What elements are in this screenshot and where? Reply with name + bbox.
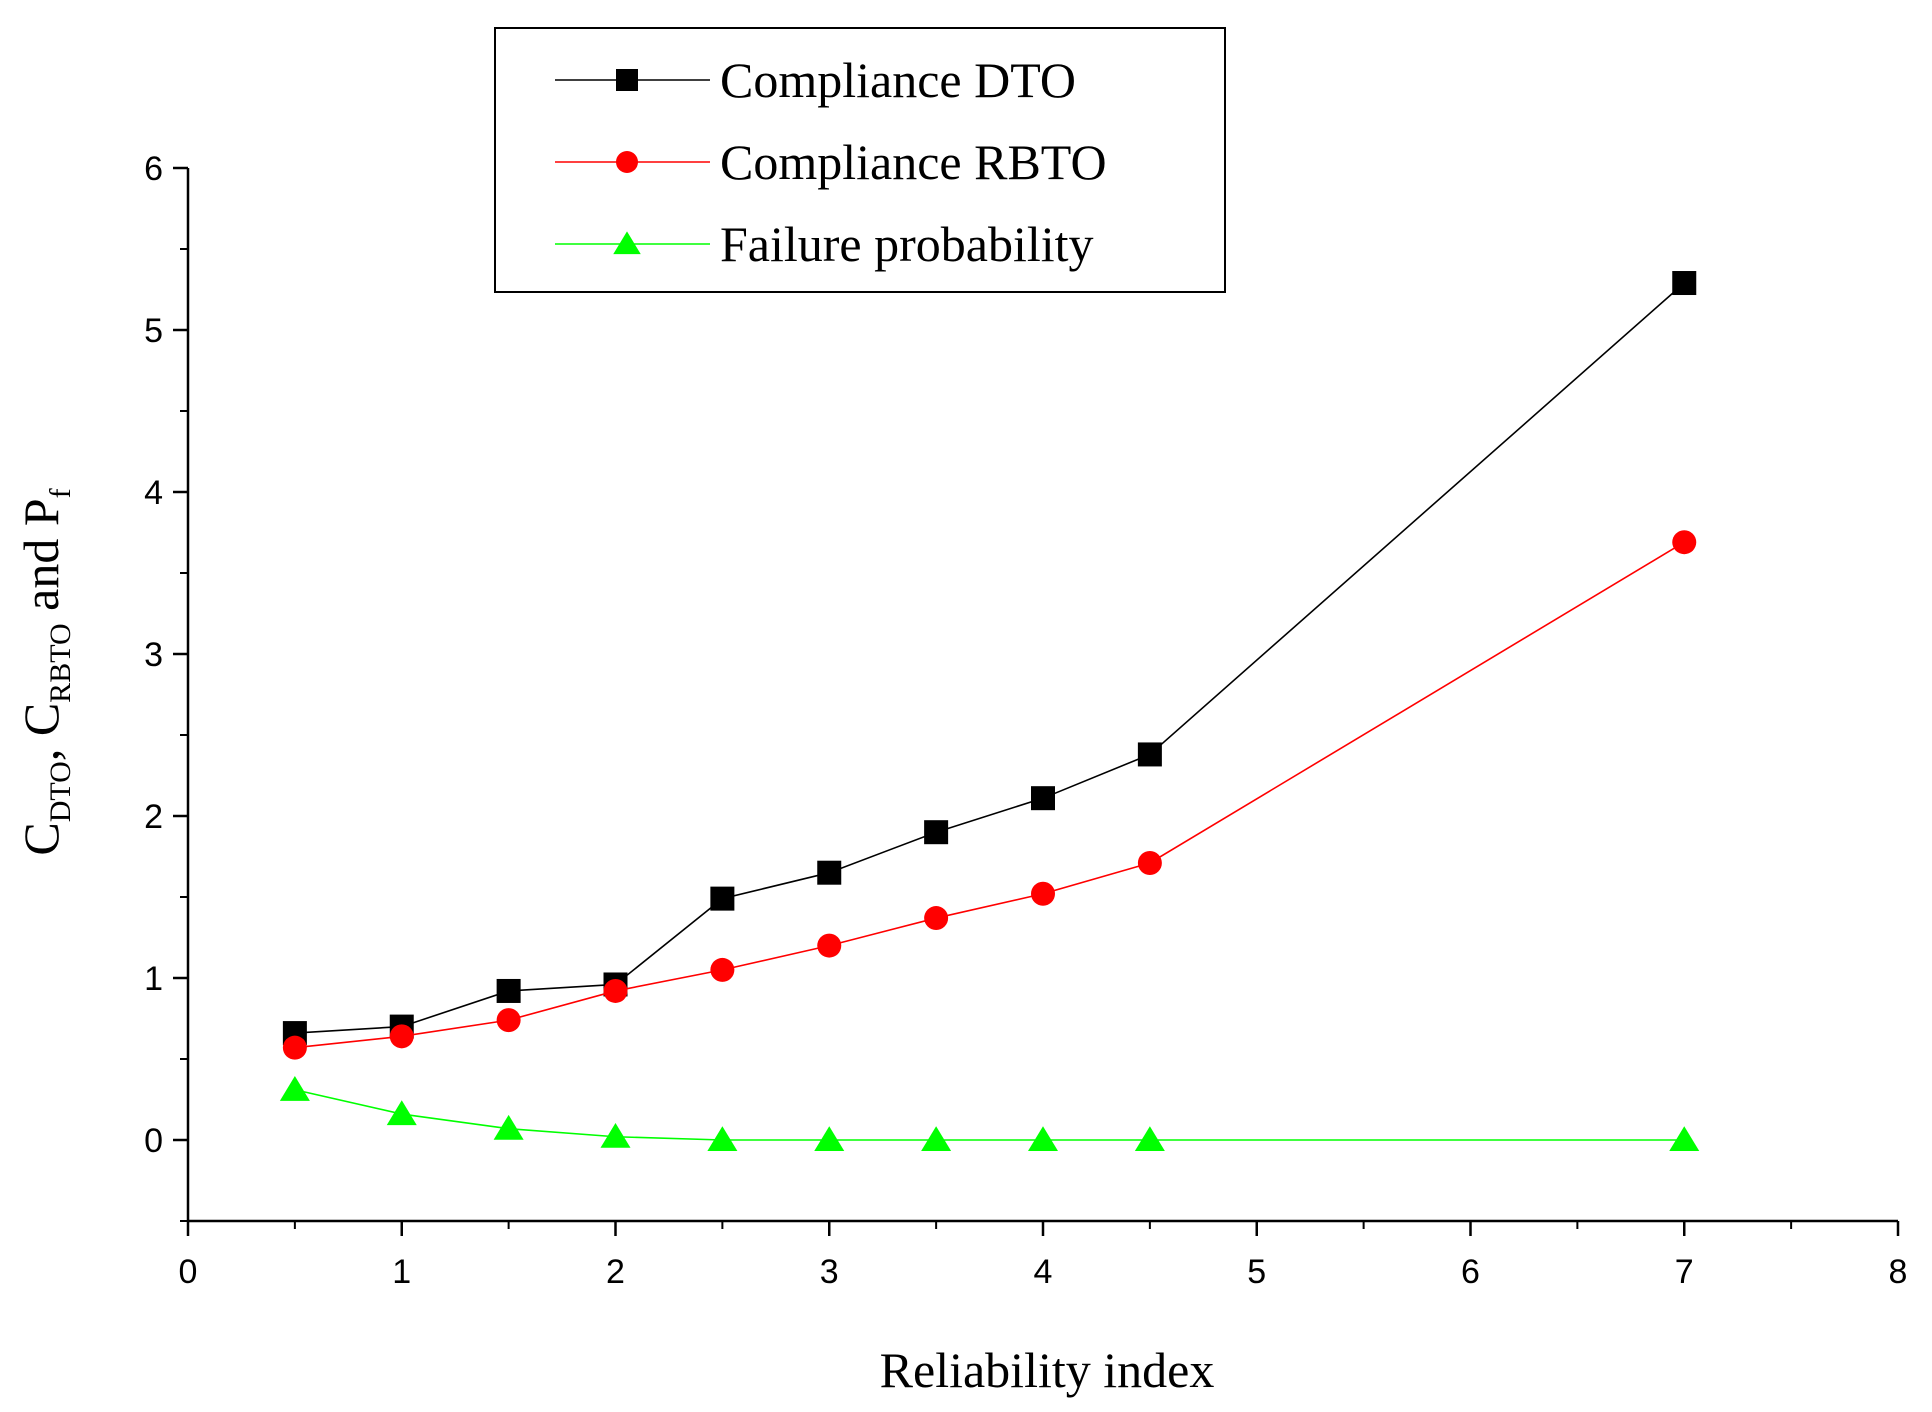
data-point-triangle (1669, 1126, 1700, 1152)
legend-label: Compliance DTO (720, 52, 1076, 108)
data-point-triangle (279, 1075, 310, 1101)
data-point-square (817, 860, 842, 885)
legend-marker-circle (616, 151, 638, 173)
data-point-triangle (493, 1114, 524, 1140)
x-tick-label: 2 (606, 1253, 625, 1291)
data-point-circle (282, 1035, 307, 1060)
legend-label: Compliance RBTO (720, 134, 1107, 190)
y-tick-label: 2 (144, 798, 163, 836)
data-point-circle (924, 906, 949, 931)
data-point-square (1137, 742, 1162, 767)
data-point-circle (710, 957, 735, 982)
data-point-triangle (1028, 1126, 1058, 1152)
series-line (294, 282, 1685, 1034)
series-line (294, 1088, 1685, 1141)
legend-marker-square (616, 69, 638, 91)
x-tick-label: 6 (1461, 1253, 1480, 1291)
data-point-triangle (1134, 1126, 1165, 1152)
y-tick-label: 6 (144, 150, 163, 188)
x-tick-label: 4 (1034, 1253, 1053, 1291)
data-point-square (924, 820, 949, 845)
data-point-triangle (386, 1100, 417, 1126)
x-tick-label: 1 (392, 1253, 411, 1291)
axes-layer: 0 1 2 3 4 5 6 7 8 0 1 2 3 4 5 6 (144, 150, 1907, 1291)
x-axis-title: Reliability index (880, 1342, 1215, 1398)
x-tick-label: 5 (1247, 1253, 1266, 1291)
y-tick-label: 1 (144, 960, 163, 998)
data-point-square (710, 886, 735, 911)
series-compliance-dto (282, 271, 1697, 1046)
y-tick-label: 0 (144, 1122, 163, 1160)
y-tick-label: 3 (144, 636, 163, 674)
data-point-circle (1031, 881, 1055, 906)
data-point-square (1672, 271, 1697, 296)
legend-item: Failure probability (555, 216, 1094, 272)
data-point-circle (496, 1008, 521, 1033)
data-point-triangle (921, 1126, 952, 1152)
data-point-circle (1672, 530, 1697, 555)
y-axis-title: CDTO, CRBTO and Pf (13, 488, 77, 855)
data-point-circle (389, 1024, 414, 1049)
legend-item: Compliance RBTO (555, 134, 1107, 190)
series-compliance-rbto (282, 530, 1697, 1060)
legend: Compliance DTO Compliance RBTO Failure pro… (494, 27, 1226, 293)
legend-marker-triangle (613, 231, 641, 255)
data-point-square (1031, 786, 1055, 811)
data-point-square (496, 978, 521, 1003)
legend-item: Compliance DTO (555, 52, 1076, 108)
y-tick-label: 4 (144, 474, 163, 512)
series-layer (279, 271, 1700, 1152)
data-point-circle (817, 933, 842, 958)
data-point-triangle (707, 1126, 738, 1152)
data-point-triangle (814, 1126, 845, 1152)
x-tick-label: 3 (820, 1253, 839, 1291)
series-failure-probability (279, 1075, 1700, 1152)
data-point-triangle (600, 1122, 631, 1148)
data-point-circle (1137, 850, 1162, 875)
data-point-circle (603, 978, 628, 1003)
x-tick-label: 8 (1889, 1253, 1908, 1291)
series-line (294, 541, 1685, 1049)
y-tick-label: 5 (144, 312, 163, 350)
legend-label: Failure probability (720, 216, 1094, 272)
x-tick-label: 0 (179, 1253, 198, 1291)
x-tick-label: 7 (1675, 1253, 1694, 1291)
